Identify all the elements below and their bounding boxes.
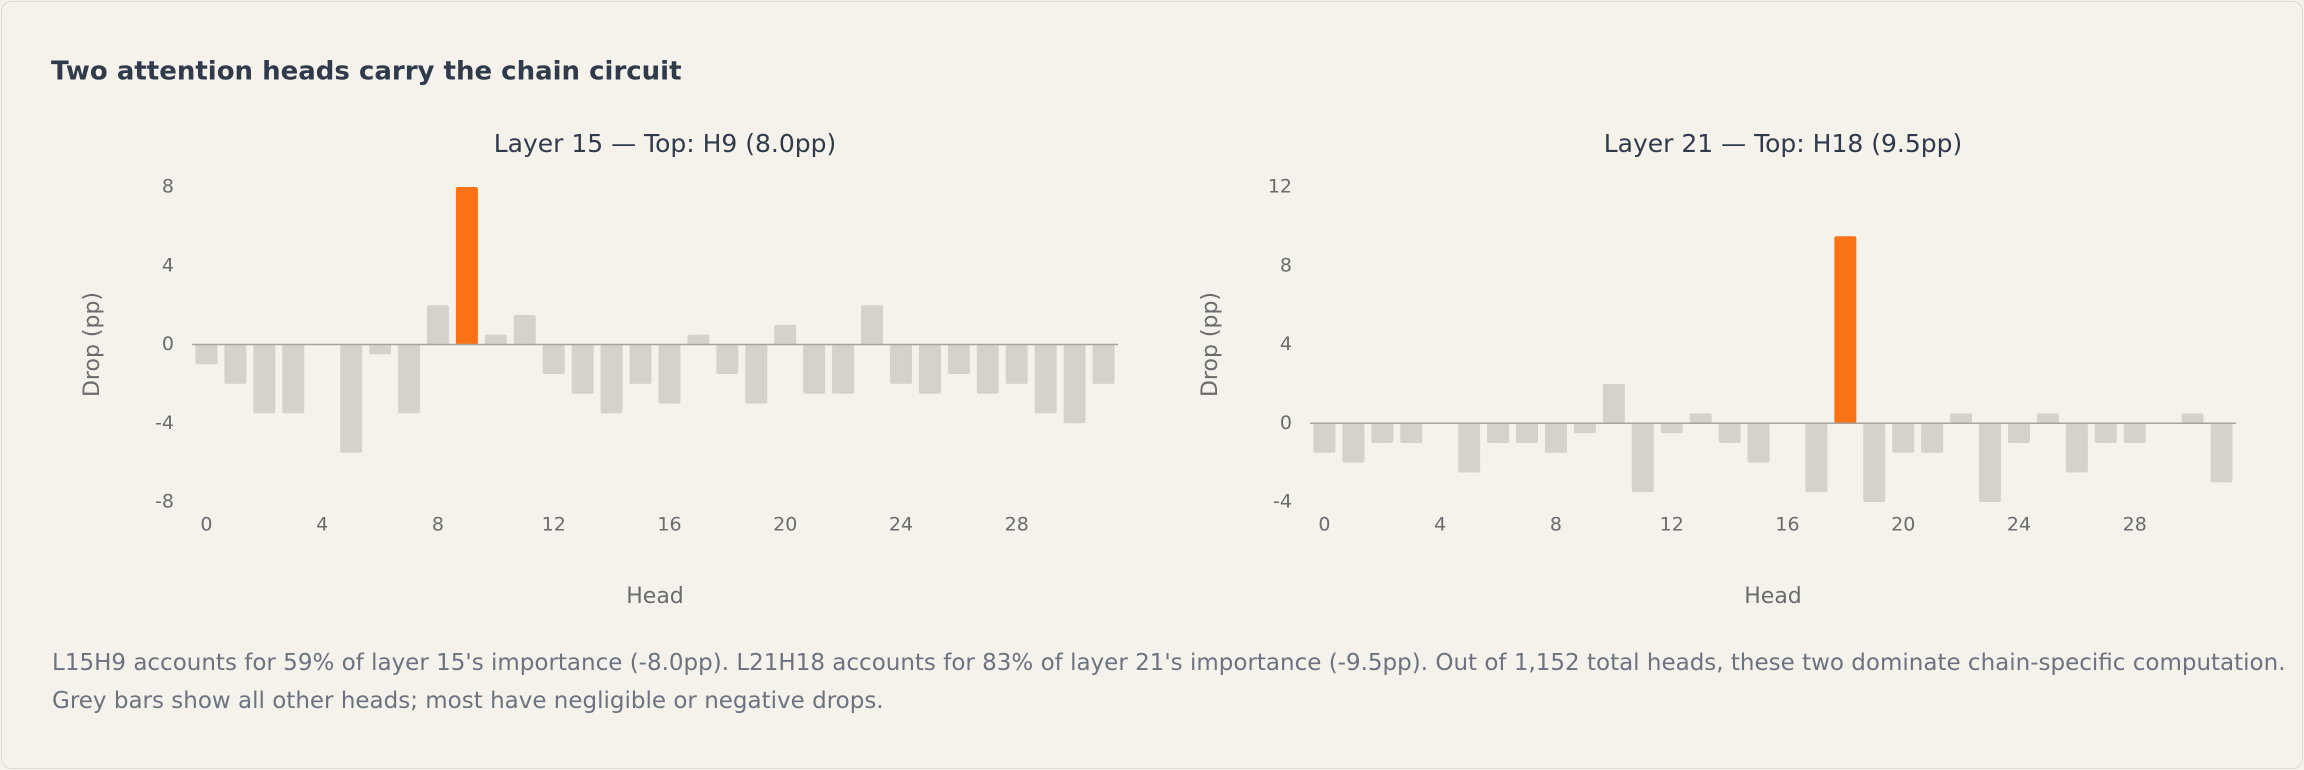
y-tick-label: -8 [155,491,174,513]
y-tick-label: -4 [155,412,174,434]
bar [1313,423,1336,453]
bar [1921,423,1944,453]
x-tick-label: 8 [432,514,444,536]
bar [1631,423,1654,493]
bar [1863,423,1886,502]
bar [1950,413,1973,424]
bar [976,344,999,394]
bar [1092,344,1115,384]
bar [1342,423,1365,463]
bar [1487,423,1510,443]
bar [340,344,363,453]
chart-title: Layer 21 — Top: H18 (9.5pp) [1604,129,1962,158]
x-tick-label: 4 [316,514,328,536]
bar [2210,423,2233,483]
x-tick-label: 28 [1005,514,1029,536]
bar [889,344,912,384]
bar [774,324,797,345]
x-tick-label: 0 [200,514,212,536]
bar [687,334,710,345]
x-tick-label: 24 [889,514,913,536]
footer-line: Grey bars show all other heads; most hav… [52,688,884,714]
bar [398,344,421,414]
y-tick-label: 12 [1268,176,1292,198]
bar [629,344,652,384]
x-axis-title: Head [626,584,684,609]
bar [1660,423,1683,434]
y-tick-label: 4 [1280,333,1292,355]
bar [1834,236,1857,424]
bar [1034,344,1057,414]
bar [600,344,623,414]
x-tick-label: 24 [2007,514,2031,536]
bar [947,344,970,375]
bar [2007,423,2030,443]
chart-title: Layer 15 — Top: H9 (8.0pp) [494,129,837,158]
bar [571,344,594,394]
bar [369,344,392,355]
bar [1516,423,1539,443]
y-tick-label: 0 [1280,412,1292,434]
x-tick-label: 16 [657,514,681,536]
bar [455,187,478,345]
bar [224,344,247,384]
x-tick-label: 12 [542,514,566,536]
bar [1005,344,1028,384]
bar [1979,423,2002,502]
x-tick-label: 12 [1660,514,1684,536]
y-tick-label: -4 [1273,491,1292,513]
bar [253,344,276,414]
bar [803,344,826,394]
bar [1458,423,1481,473]
bar [1063,344,1086,424]
y-axis-title: Drop (pp) [80,292,105,397]
bar [2065,423,2088,473]
bar [745,344,768,404]
x-axis-title: Head [1744,584,1802,609]
y-tick-label: 8 [1280,254,1292,276]
bar [716,344,739,375]
bar [1805,423,1828,493]
bar [2181,413,2204,424]
bar [1544,423,1567,453]
y-tick-label: 8 [162,176,174,198]
bar [1602,383,1625,424]
x-tick-label: 28 [2123,514,2147,536]
bar [542,344,565,375]
bar [282,344,305,414]
bar [484,334,507,345]
footer-line: L15H9 accounts for 59% of layer 15's imp… [52,650,2286,676]
bar [2094,423,2117,443]
bar [918,344,941,394]
bar [1573,423,1596,434]
y-tick-label: 0 [162,333,174,355]
bar [1747,423,1770,463]
bar [1371,423,1394,443]
bar [195,344,218,365]
x-tick-label: 20 [773,514,797,536]
x-tick-label: 8 [1550,514,1562,536]
page-title: Two attention heads carry the chain circ… [51,57,682,87]
bar [1892,423,1915,453]
bar [658,344,681,404]
bar [1718,423,1741,443]
bar [1400,423,1423,443]
bar [2123,423,2146,443]
y-axis-title: Drop (pp) [1198,292,1223,397]
bar [1689,413,1712,424]
x-tick-label: 20 [1891,514,1915,536]
bar [426,305,449,345]
y-tick-label: 4 [162,254,174,276]
x-tick-label: 0 [1318,514,1330,536]
bar [513,314,536,345]
x-tick-label: 4 [1434,514,1446,536]
bar [2036,413,2059,424]
bar [832,344,855,394]
x-tick-label: 16 [1775,514,1799,536]
bar [861,305,884,345]
